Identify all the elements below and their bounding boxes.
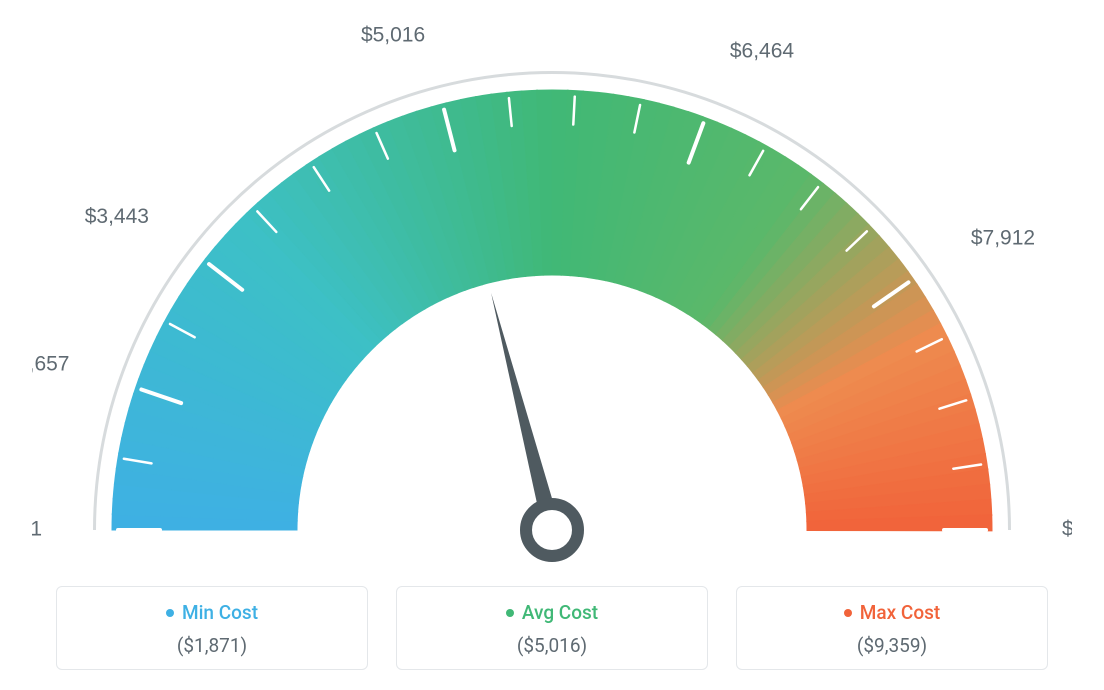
legend-card-max: Max Cost ($9,359) [736, 586, 1048, 670]
legend-value-min: ($1,871) [57, 634, 367, 657]
legend-row: Min Cost ($1,871) Avg Cost ($5,016) Max … [52, 586, 1052, 670]
legend-label-min: Min Cost [182, 601, 258, 624]
gauge-tick-label: $5,016 [361, 24, 425, 47]
legend-title-max: Max Cost [844, 601, 940, 624]
legend-label-avg: Avg Cost [522, 601, 598, 624]
legend-dot-avg [506, 609, 514, 617]
legend-dot-min [166, 609, 174, 617]
legend-card-avg: Avg Cost ($5,016) [396, 586, 708, 670]
gauge-tick-label: $1,871 [32, 518, 42, 541]
gauge-tick-label: $3,443 [85, 205, 149, 228]
legend-label-max: Max Cost [860, 601, 940, 624]
gauge-hub [526, 504, 578, 556]
legend-value-avg: ($5,016) [397, 634, 707, 657]
gauge: $1,871 $2,657 $3,443 $5,016 $6,464 $7,912 $9,3… [32, 20, 1072, 580]
gauge-tick-label: $6,464 [730, 40, 795, 63]
gauge-needle [491, 293, 561, 533]
legend-title-avg: Avg Cost [506, 601, 598, 624]
legend-card-min: Min Cost ($1,871) [56, 586, 368, 670]
legend-value-max: ($9,359) [737, 634, 1047, 657]
gauge-tick-label: $9,359 [1062, 518, 1072, 541]
gauge-chart-container: $1,871 $2,657 $3,443 $5,016 $6,464 $7,912 $9,3… [0, 0, 1104, 690]
gauge-tick-label: $2,657 [32, 352, 69, 375]
legend-title-min: Min Cost [166, 601, 258, 624]
legend-dot-max [844, 609, 852, 617]
gauge-tick-label: $7,912 [971, 227, 1035, 250]
